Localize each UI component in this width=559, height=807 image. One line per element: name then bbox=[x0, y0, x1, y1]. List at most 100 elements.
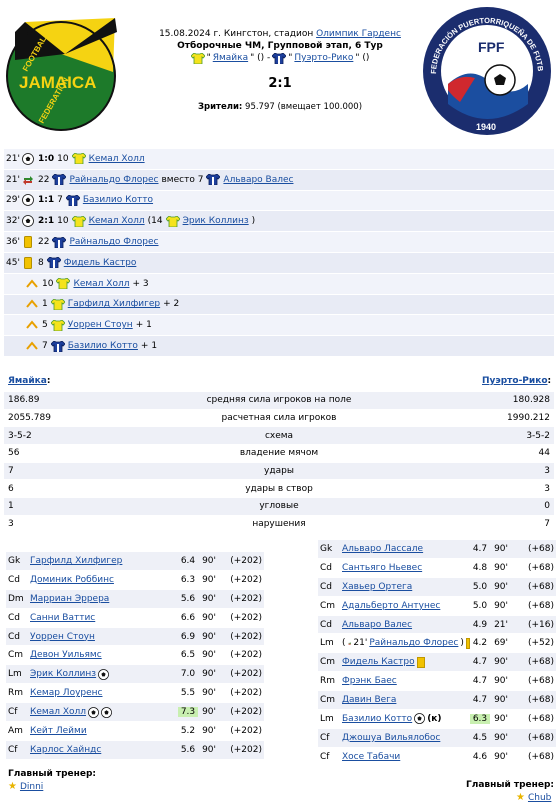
player-minutes: 90' bbox=[202, 574, 216, 585]
stat-label: удары bbox=[264, 466, 294, 477]
player-row: Cm Фидель Кастро 4.7 90' (+68) bbox=[318, 653, 556, 673]
player-name-link[interactable]: Эрик Коллинз bbox=[30, 669, 97, 680]
player-name-link[interactable]: Карлос Хайндс bbox=[30, 744, 102, 755]
event-row: 1 Гарфилд Хилфигер + 2 bbox=[4, 294, 554, 316]
player-bonus: (+68) bbox=[527, 751, 554, 762]
stat-home-value: 7 bbox=[8, 466, 14, 477]
match-date-city: 15.08.2024 г. Кингстон, стадион bbox=[159, 29, 317, 39]
player-minutes: 90' bbox=[202, 612, 216, 623]
player-name-link[interactable]: Хавьер Ортега bbox=[342, 581, 413, 592]
player-row: Cd Уоррен Стоун 6.9 90' (+202) bbox=[6, 627, 264, 647]
player-bonus: (+68) bbox=[527, 657, 554, 668]
player-minutes: 90' bbox=[202, 725, 216, 736]
boost-icon bbox=[26, 320, 38, 329]
player-name-link[interactable]: Девон Уильямс bbox=[30, 650, 102, 661]
player-link[interactable]: Кемал Холл bbox=[73, 278, 130, 289]
player-link[interactable]: Гарфилд Хилфигер bbox=[67, 299, 161, 310]
home-coach-link[interactable]: Dinni bbox=[19, 781, 44, 792]
player-link[interactable]: Базилио Котто bbox=[82, 195, 154, 206]
player-position: Lm bbox=[320, 638, 334, 649]
player-name-link[interactable]: Альваро Валес bbox=[342, 619, 413, 630]
player-name-link[interactable]: Кемал Холл bbox=[30, 707, 87, 718]
stat-row: 1 угловые 0 bbox=[4, 498, 554, 516]
player-link[interactable]: Базилио Котто bbox=[67, 341, 138, 352]
star-icon: ★ bbox=[8, 781, 17, 792]
player-position: Gk bbox=[320, 543, 333, 554]
player-minutes: 21' bbox=[494, 619, 508, 630]
player-bonus: (+202) bbox=[230, 631, 262, 642]
player-name-link[interactable]: Доминик Роббинс bbox=[30, 574, 114, 585]
player-rating: 4.7 bbox=[472, 695, 488, 706]
player-minutes: 90' bbox=[494, 676, 508, 687]
stadium-link[interactable]: Олимпик Гарденс bbox=[316, 29, 401, 39]
player-name-link[interactable]: Альваро Лассале bbox=[342, 543, 424, 554]
player-bonus: (+68) bbox=[527, 562, 554, 573]
match-events: 21' 1:0 10 Кемал Холл 21' 22 Райнальдо Флорес … bbox=[4, 149, 554, 357]
player-name-link[interactable]: Хосе Табачи bbox=[342, 751, 401, 762]
home-shirt-icon bbox=[71, 215, 86, 227]
player-link[interactable]: Уоррен Стоун bbox=[67, 320, 133, 331]
player-minutes: 90' bbox=[494, 600, 508, 611]
player-link[interactable]: Кемал Холл bbox=[88, 153, 145, 164]
player-link[interactable]: Эрик Коллинз bbox=[182, 216, 249, 227]
player-rating: 5.5 bbox=[180, 688, 196, 699]
player-bonus: (+202) bbox=[230, 555, 262, 566]
player-name-link[interactable]: Сантьяго Ньевес bbox=[342, 562, 423, 573]
player-rating: 4.6 bbox=[472, 751, 488, 762]
player-name-link[interactable]: Фидель Кастро bbox=[342, 657, 415, 668]
player-bonus: (+202) bbox=[230, 707, 262, 718]
stat-label: схема bbox=[264, 430, 294, 441]
player-bonus: (+52) bbox=[527, 638, 554, 649]
player-rating: 4.2 bbox=[472, 638, 488, 649]
home-shirt-icon bbox=[50, 298, 65, 310]
player-row: Cf Кемал Холл 7.3 90' (+202) bbox=[6, 703, 264, 723]
player-link[interactable]: Райнальдо Флорес bbox=[69, 174, 159, 185]
player-name-link[interactable]: Райнальдо Флорес bbox=[369, 638, 459, 649]
player-bonus: (+68) bbox=[527, 600, 554, 611]
player-minutes: 90' bbox=[202, 744, 216, 755]
away-team-logo: FPF 1940 FEDERACIÓN PUERTORRIQUEÑA DE FU… bbox=[417, 0, 554, 138]
player-name-link[interactable]: Марриан Эррера bbox=[30, 593, 110, 604]
stat-home-value: 186.89 bbox=[8, 395, 40, 406]
player-position: Cf bbox=[320, 732, 330, 743]
player-name-link[interactable]: Уоррен Стоун bbox=[30, 631, 95, 642]
player-name-link[interactable]: Гарфилд Хилфигер bbox=[30, 555, 123, 566]
player-row: Gk Альваро Лассале 4.7 90' (+68) bbox=[318, 540, 556, 559]
away-coach-label: Главный тренер: bbox=[466, 780, 555, 790]
star-icon: ★ bbox=[516, 792, 525, 803]
player-minutes: 90' bbox=[494, 581, 508, 592]
player-name-link[interactable]: Джошуа Вильялобос bbox=[342, 732, 441, 743]
player-name-link[interactable]: Кейт Лейми bbox=[30, 725, 87, 736]
player-name-link[interactable]: Фрэнк Баес bbox=[342, 676, 397, 687]
home-shirt-icon bbox=[165, 215, 180, 227]
event-minute: 32' bbox=[6, 216, 20, 227]
player-name-link[interactable]: Давин Вега bbox=[342, 695, 397, 706]
player-rating: 5.0 bbox=[472, 600, 488, 611]
player-name-link[interactable]: Адальберто Антунес bbox=[342, 600, 441, 611]
player-link[interactable]: Фидель Кастро bbox=[63, 257, 137, 268]
event-row: 32' 2:1 10 Кемал Холл (14 Эрик Коллинз) bbox=[4, 211, 554, 233]
player-link[interactable]: Альваро Валес bbox=[223, 174, 294, 185]
player-link[interactable]: Кемал Холл bbox=[88, 216, 145, 227]
home-team-link[interactable]: Ямайка bbox=[212, 53, 249, 63]
event-minute: 45' bbox=[6, 257, 20, 268]
final-score: 2:1 bbox=[268, 76, 292, 91]
away-shirt-icon bbox=[65, 194, 80, 206]
player-name-link[interactable]: Санни Ваттис bbox=[30, 612, 96, 623]
player-name-link[interactable]: Кемар Лоуренс bbox=[30, 688, 103, 699]
player-bonus: (+68) bbox=[527, 695, 554, 706]
home-shirt-icon bbox=[190, 52, 205, 64]
away-coach-link[interactable]: Chub bbox=[527, 792, 552, 803]
player-name-link[interactable]: Базилио Котто bbox=[342, 713, 413, 724]
away-lineup: Gk Альваро Лассале 4.7 90' (+68) Cd Сантьяго Н… bbox=[318, 540, 556, 767]
player-rating: 4.8 bbox=[472, 562, 488, 573]
player-link[interactable]: Райнальдо Флорес bbox=[69, 237, 159, 248]
player-rating: 4.7 bbox=[472, 657, 488, 668]
stat-home-value: 3-5-2 bbox=[8, 430, 32, 441]
event-row: 21' 1:0 10 Кемал Холл bbox=[4, 149, 554, 170]
stat-label: нарушения bbox=[252, 519, 306, 530]
yellow-card-icon bbox=[24, 256, 32, 269]
player-position: Cm bbox=[320, 695, 336, 706]
home-coach: ★ Dinni bbox=[8, 781, 43, 792]
away-team-link[interactable]: Пуэрто-Рико bbox=[294, 53, 354, 63]
